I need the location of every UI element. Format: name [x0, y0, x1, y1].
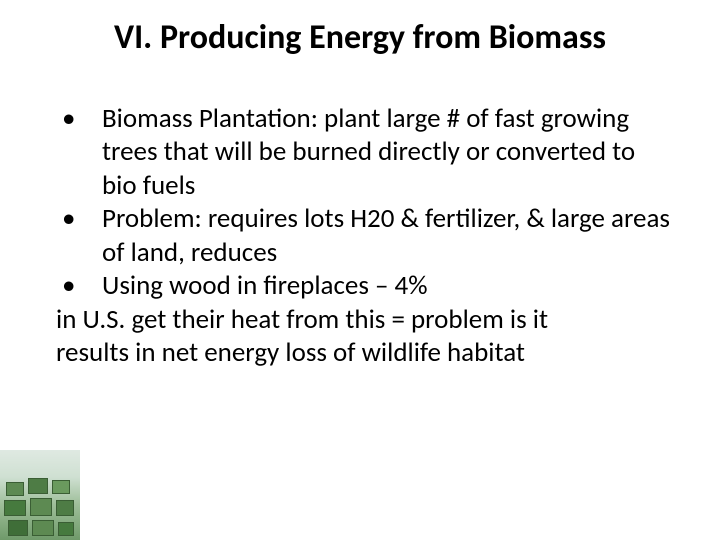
bullet-text: Using wood in fireplaces – 4% [102, 269, 674, 302]
thumbnail-patch [58, 522, 74, 536]
thumbnail-patch [56, 500, 74, 516]
bullet-text: Problem: requires lots H20 & fertilizer,… [102, 202, 674, 269]
thumbnail-patch [52, 480, 70, 494]
continuation-line: results in net energy loss of wildlife h… [56, 336, 674, 369]
continuation-line: in U.S. get their heat from this = probl… [56, 303, 674, 336]
thumbnail-patch [6, 482, 24, 496]
slide-body: • Biomass Plantation: plant large # of f… [56, 102, 674, 370]
bullet-text: Biomass Plantation: plant large # of fas… [102, 102, 674, 202]
thumbnail-patch [30, 498, 52, 516]
thumbnail-patch [28, 478, 48, 494]
bullet-item: • Problem: requires lots H20 & fertilize… [56, 202, 674, 269]
bullet-marker: • [56, 269, 102, 302]
bullet-item: • Using wood in fireplaces – 4% [56, 269, 674, 302]
bullet-marker: • [56, 202, 102, 235]
bullet-item: • Biomass Plantation: plant large # of f… [56, 102, 674, 202]
thumbnail-patch [4, 500, 26, 516]
slide: VI. Producing Energy from Biomass • Biom… [0, 0, 720, 540]
thumbnail-patch [8, 520, 28, 536]
thumbnail-patch [32, 520, 54, 536]
plantation-thumbnail [0, 450, 80, 540]
slide-title: VI. Producing Energy from Biomass [0, 18, 720, 57]
bullet-marker: • [56, 102, 102, 135]
